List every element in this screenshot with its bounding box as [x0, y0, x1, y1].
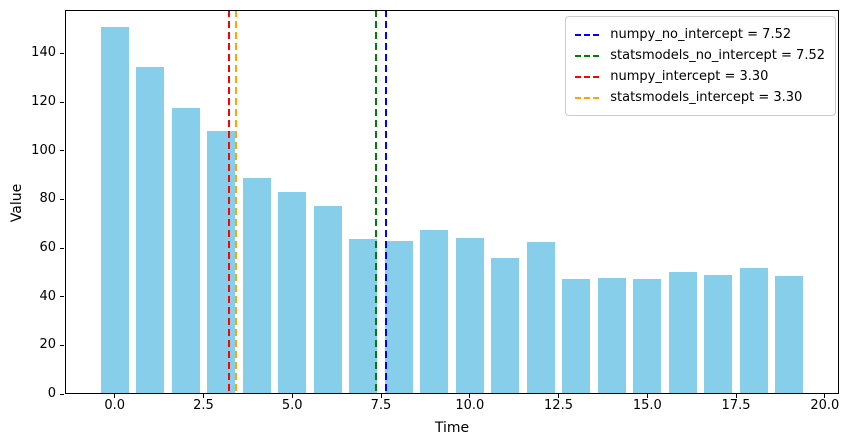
y-tick-mark [60, 101, 64, 103]
vline-numpy-no-intercept [385, 10, 388, 394]
legend: numpy_no_intercept = 7.52 statsmodels_no_… [565, 16, 836, 116]
y-tick-label: 40 [39, 288, 56, 304]
legend-item-statsmodels-no-intercept: statsmodels_no_intercept = 7.52 [575, 45, 825, 66]
x-axis-label: Time [434, 420, 470, 436]
legend-dashed-line-icon [575, 54, 602, 57]
x-tick-mark [203, 394, 204, 398]
bar [668, 271, 697, 394]
x-tick-label: 5.0 [281, 398, 303, 413]
vline-statsmodels-no-intercept [375, 10, 378, 394]
x-tick-label: 10.0 [455, 398, 485, 413]
y-tick-label: 100 [31, 142, 56, 158]
y-tick-label: 140 [31, 45, 56, 61]
vline-statsmodels-intercept [235, 10, 238, 394]
bar [526, 241, 555, 394]
bar [491, 257, 520, 394]
x-tick-label: 7.5 [370, 398, 392, 413]
x-tick-label: 0.0 [104, 398, 126, 413]
bar [420, 230, 449, 394]
bar [775, 276, 804, 394]
x-tick-label: 12.5 [544, 398, 573, 413]
bar [739, 268, 768, 394]
bar [100, 26, 129, 394]
y-tick-label: 0 [47, 386, 56, 401]
bar [384, 241, 413, 394]
bar [242, 177, 271, 394]
bar [597, 278, 626, 394]
y-tick-mark [60, 344, 64, 346]
legend-item-statsmodels-intercept: statsmodels_intercept = 3.30 [575, 87, 825, 108]
bar [136, 66, 165, 394]
bar [349, 238, 378, 394]
legend-label: numpy_no_intercept = 7.52 [610, 27, 792, 42]
y-tick-label: 80 [39, 191, 56, 207]
legend-item-numpy-intercept: numpy_intercept = 3.30 [575, 66, 825, 87]
legend-dashed-line-icon [575, 96, 602, 99]
y-tick-mark [60, 198, 64, 200]
bar [562, 279, 591, 394]
x-tick-label: 20.0 [810, 398, 840, 413]
x-tick-label: 17.5 [721, 398, 751, 413]
x-tick-mark [646, 394, 648, 398]
bar [278, 192, 307, 394]
vline-numpy-intercept [227, 10, 230, 394]
y-tick-mark [60, 52, 64, 54]
x-tick-mark [291, 394, 293, 398]
y-tick-label: 60 [39, 240, 56, 255]
legend-item-numpy-no-intercept: numpy_no_intercept = 7.52 [575, 24, 825, 45]
legend-dashed-line-icon [575, 33, 602, 36]
plot-area [60, 10, 839, 398]
x-tick-mark [469, 394, 471, 398]
legend-label: numpy_intercept = 3.30 [610, 69, 769, 84]
legend-dashed-line-icon [575, 75, 602, 78]
y-tick-mark [60, 247, 64, 249]
bar [704, 275, 733, 394]
bar [455, 237, 484, 394]
y-tick-label: 20 [39, 337, 56, 353]
y-tick-mark [60, 296, 64, 298]
x-tick-mark [735, 394, 737, 398]
legend-label: statsmodels_no_intercept = 7.52 [610, 48, 825, 63]
x-tick-mark [380, 394, 382, 398]
y-tick-mark [60, 150, 64, 152]
legend-label: statsmodels_intercept = 3.30 [610, 90, 803, 105]
bar [207, 130, 236, 394]
x-tick-label: 15.0 [632, 398, 662, 413]
y-tick-mark [60, 393, 64, 395]
x-tick-mark [558, 394, 559, 398]
x-tick-mark [824, 394, 826, 398]
x-tick-mark [114, 394, 116, 398]
bar [171, 107, 200, 394]
x-tick-label: 2.5 [193, 398, 214, 413]
bar [313, 205, 342, 394]
y-tick-label: 120 [31, 94, 56, 109]
bar [633, 279, 662, 394]
